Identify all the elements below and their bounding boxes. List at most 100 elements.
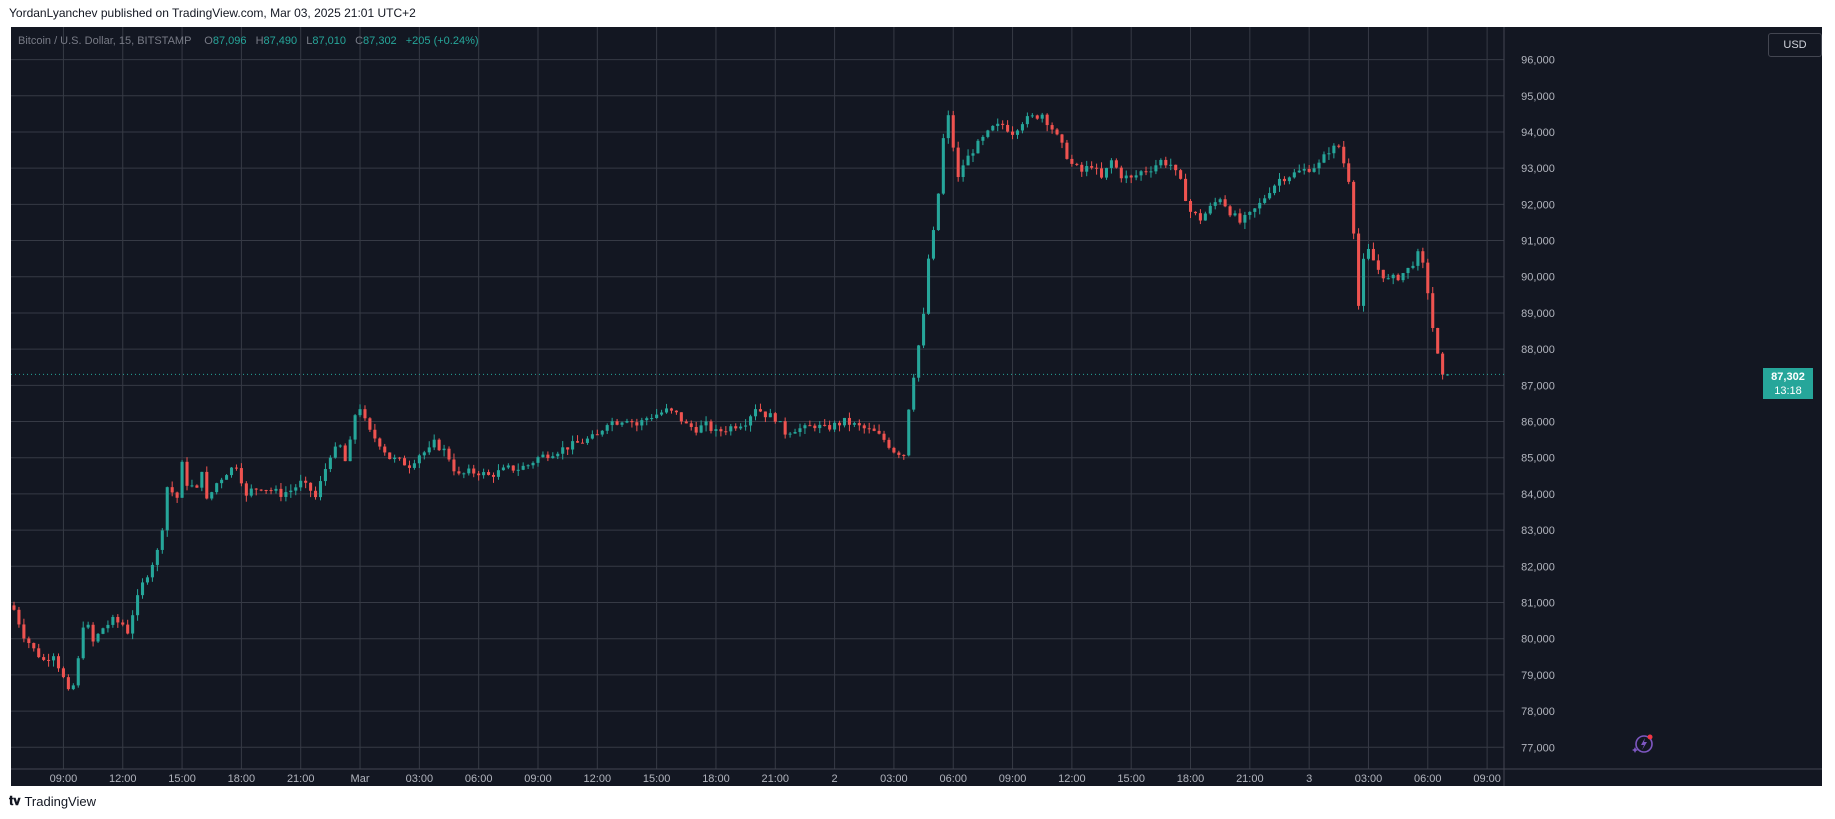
candle-body — [1001, 123, 1005, 125]
candle-body — [1268, 193, 1272, 199]
candle-body — [427, 447, 431, 453]
candle-body — [892, 447, 896, 453]
candle-body — [1124, 175, 1128, 179]
candle-body — [1114, 160, 1118, 168]
candle-body — [852, 423, 856, 425]
candle-body — [1020, 124, 1024, 131]
candle-body — [491, 474, 496, 477]
candle-body — [1223, 199, 1227, 207]
candle-body — [788, 433, 792, 435]
candle-body — [650, 418, 654, 420]
candle-body — [1337, 145, 1341, 147]
candle-body — [660, 412, 664, 415]
candle-body — [1134, 175, 1138, 178]
candle-body — [388, 452, 392, 460]
candle-body — [526, 465, 530, 467]
candle-body — [877, 430, 881, 434]
y-tick-label: 90,000 — [1521, 272, 1555, 284]
x-tick-label: 15:00 — [643, 773, 671, 785]
candle-body — [556, 453, 560, 457]
candle-body — [600, 430, 604, 435]
candle-body — [1248, 211, 1252, 215]
candle-body — [635, 422, 639, 426]
candle-body — [234, 467, 238, 469]
candle-body — [1282, 178, 1286, 182]
candle-body — [1095, 167, 1099, 169]
candle-body — [1055, 129, 1059, 135]
candle-body — [210, 492, 214, 499]
candle-body — [457, 471, 461, 474]
candle-body — [1149, 171, 1153, 173]
x-tick-label: 21:00 — [287, 773, 315, 785]
candle-body — [541, 454, 545, 458]
candle-body — [264, 489, 268, 491]
candle-body — [1317, 162, 1321, 169]
spark-icon[interactable] — [1632, 733, 1654, 755]
x-tick-label: 3 — [1306, 773, 1312, 785]
candle-body — [279, 488, 283, 497]
candle-body — [1109, 160, 1113, 168]
candle-body — [309, 482, 313, 491]
candle-body — [1436, 327, 1440, 354]
candle-body — [1426, 262, 1430, 294]
candle-body — [398, 457, 402, 459]
candle-body — [101, 628, 105, 634]
candle-body — [467, 468, 471, 474]
candle-body — [931, 230, 935, 259]
candle-body — [734, 426, 738, 429]
candle-body — [1381, 269, 1385, 279]
candle-body — [1287, 177, 1291, 182]
x-tick-label: 21:00 — [1236, 773, 1264, 785]
candle-body — [323, 469, 327, 482]
footer-brand[interactable]: TradingView — [24, 793, 96, 809]
candle-body — [674, 410, 678, 413]
candle-body — [86, 624, 90, 628]
y-tick-label: 79,000 — [1521, 670, 1555, 682]
candle-body — [215, 483, 219, 493]
candle-body — [447, 448, 451, 460]
candle-body — [664, 408, 669, 413]
y-tick-label: 80,000 — [1521, 634, 1555, 646]
candle-body — [887, 439, 891, 448]
candle-body — [358, 409, 362, 416]
y-tick-label: 89,000 — [1521, 308, 1555, 320]
candle-body — [131, 615, 135, 634]
candle-body — [1361, 258, 1366, 306]
candle-body — [625, 420, 629, 423]
candle-body — [1297, 170, 1301, 173]
candle-body — [872, 428, 876, 431]
candle-body — [1238, 213, 1242, 223]
candle-body — [195, 485, 199, 488]
candle-body — [956, 147, 960, 178]
candle-body — [1376, 260, 1380, 270]
candle-body — [669, 408, 673, 411]
open-value: 87,096 — [212, 35, 247, 47]
x-tick-label: 03:00 — [880, 773, 908, 785]
currency-button[interactable]: USD — [1768, 33, 1822, 57]
symbol-name[interactable]: Bitcoin / U.S. Dollar, 15, BITSTAMP — [18, 35, 192, 47]
candle-body — [61, 668, 65, 678]
candle-body — [249, 488, 253, 496]
x-tick-label: 15:00 — [168, 773, 196, 785]
candle-body — [274, 488, 278, 491]
candle-body — [239, 468, 243, 484]
x-tick-label: 09:00 — [999, 773, 1027, 785]
candle-body — [496, 470, 500, 477]
candle-body — [655, 414, 659, 419]
candle-body — [393, 457, 397, 460]
candle-body — [76, 658, 80, 686]
candle-body — [1203, 213, 1207, 221]
tradingview-logo-icon[interactable]: 𝐭𝐯 — [9, 793, 21, 808]
candle-body — [753, 409, 758, 417]
candle-body — [462, 473, 466, 475]
chart-panel[interactable]: 77,000 78,000 79,000 80,000 81,000 82,000 83,0… — [11, 27, 1822, 786]
candlestick-chart[interactable]: 77,000 78,000 79,000 80,000 81,000 82,000 83,0… — [11, 27, 1822, 786]
last-price-tag: 87,302 13:18 — [1763, 368, 1813, 399]
candle-body — [1277, 178, 1282, 186]
y-tick-label: 95,000 — [1521, 91, 1555, 103]
candle-body — [165, 487, 169, 531]
candle-body — [1327, 153, 1331, 155]
candle-body — [640, 420, 644, 426]
candle-body — [551, 456, 555, 459]
candle-body — [299, 480, 303, 488]
